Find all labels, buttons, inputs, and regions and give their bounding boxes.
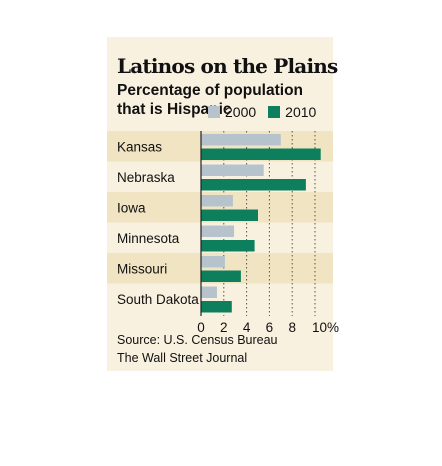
- legend: 2000 2010: [208, 102, 328, 121]
- x-tick-label: 8: [288, 320, 296, 335]
- bar-2010: [201, 209, 258, 221]
- bar-2010: [201, 179, 306, 191]
- bar-2000: [201, 195, 233, 207]
- x-tick-label: 4: [243, 320, 251, 335]
- bar-2010: [201, 240, 255, 252]
- bar-2000: [201, 164, 264, 176]
- legend-label-2000: 2000: [225, 103, 257, 120]
- x-tick-label: 0: [197, 320, 205, 335]
- bar-2010: [201, 301, 232, 313]
- category-label: Kansas: [117, 139, 162, 154]
- bar-2000: [201, 225, 235, 237]
- bar-2000: [201, 256, 225, 268]
- bar-2000: [201, 134, 281, 146]
- chart-subtitle: Percentage of population that is Hispani…: [117, 82, 304, 118]
- legend-swatch-2010: [268, 105, 281, 118]
- legend-swatch-2000: [208, 105, 220, 118]
- legend-item-2010: 2010: [268, 104, 316, 120]
- source-note: Source: U.S. Census Bureau: [117, 333, 278, 347]
- bar-2010: [201, 148, 321, 160]
- publisher-credit: The Wall Street Journal: [117, 351, 248, 365]
- x-tick-label: 2: [220, 320, 228, 335]
- category-label: Minnesota: [117, 231, 180, 246]
- x-tick-label: 10%: [312, 320, 339, 335]
- bar-2010: [201, 270, 241, 282]
- x-tick-label: 6: [266, 320, 274, 335]
- category-label: Nebraska: [117, 170, 175, 185]
- chart-title: Latinos on the Plains: [117, 54, 338, 78]
- legend-label-2010: 2010: [285, 103, 317, 120]
- category-label: Iowa: [117, 200, 146, 215]
- category-label: South Dakota: [117, 292, 199, 307]
- bar-2000: [201, 286, 217, 298]
- legend-item-2000: 2000: [208, 104, 256, 120]
- category-label: Missouri: [117, 261, 167, 276]
